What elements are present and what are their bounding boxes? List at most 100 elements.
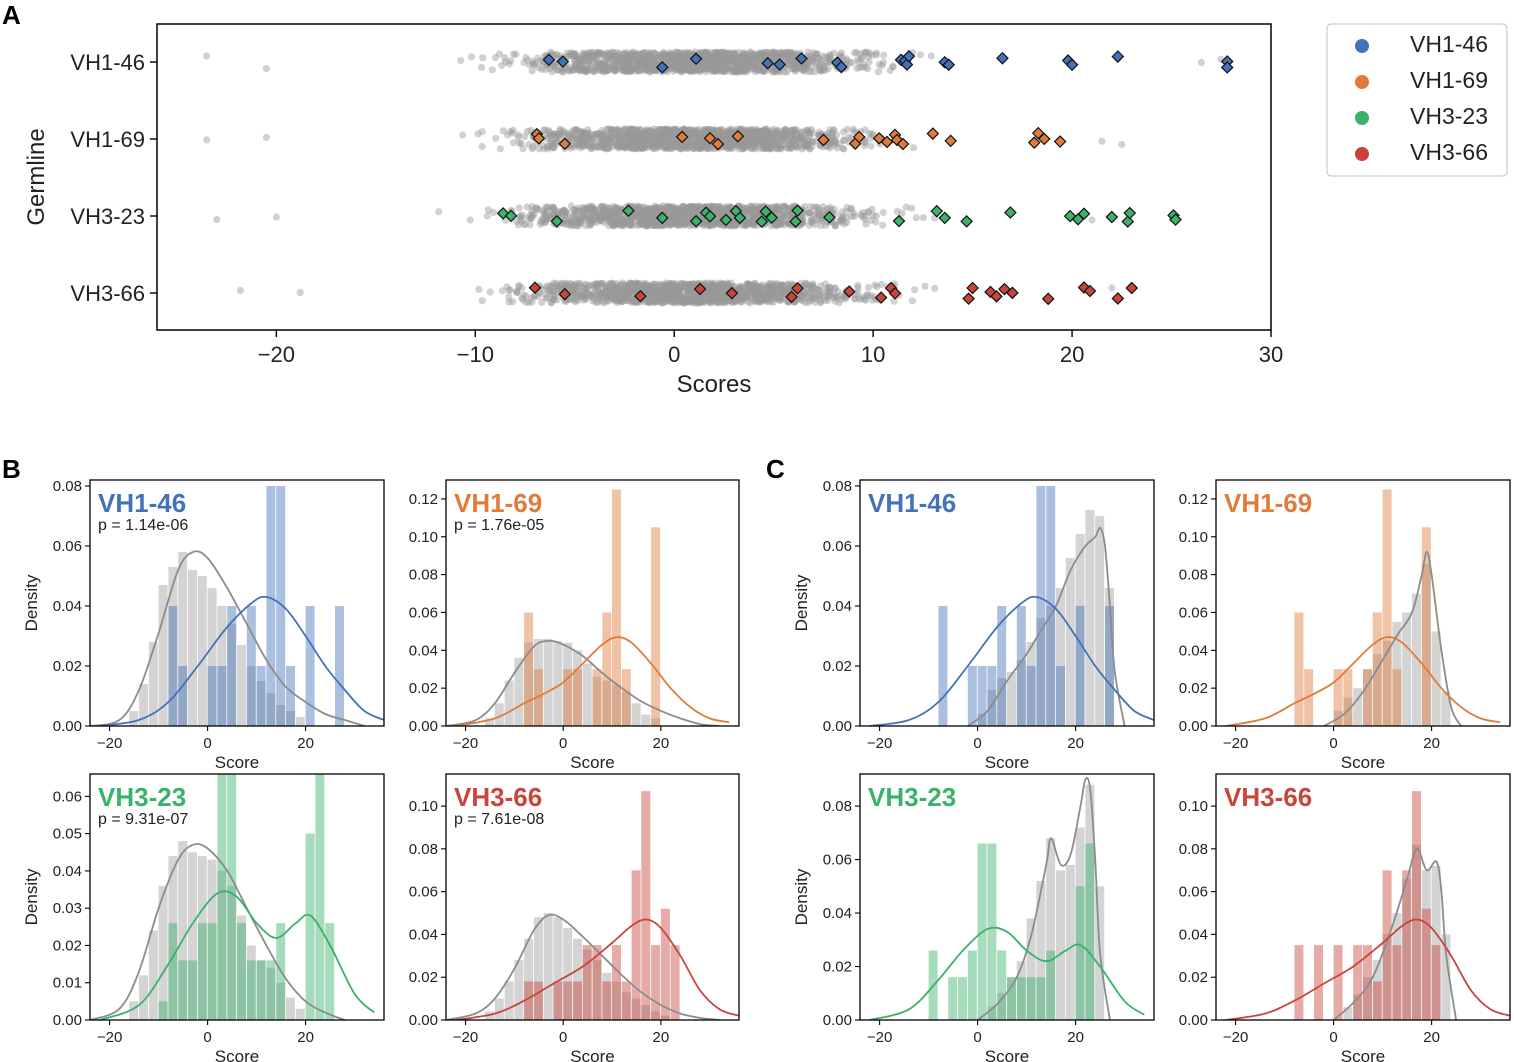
background-point: [478, 128, 486, 136]
background-point: [613, 57, 621, 65]
background-point: [620, 66, 628, 74]
background-point: [748, 61, 756, 69]
background-points-vh3-66: [236, 279, 1136, 307]
background-point: [739, 53, 748, 61]
background-point: [619, 50, 628, 58]
background-point: [707, 56, 715, 64]
background-point: [754, 66, 763, 74]
background-point: [613, 56, 622, 64]
background-point: [492, 134, 500, 142]
background-point: [746, 50, 754, 58]
background-point: [830, 49, 838, 57]
background-point: [541, 294, 550, 302]
background-point: [643, 58, 651, 66]
background-point: [636, 57, 644, 65]
background-point: [681, 64, 689, 73]
background-point: [716, 58, 724, 66]
background-point: [611, 67, 619, 75]
panel-label-c: C: [766, 454, 785, 484]
background-point: [1098, 137, 1106, 145]
background-point: [612, 219, 620, 227]
background-point: [861, 63, 869, 71]
background-point: [675, 218, 683, 226]
background-point: [775, 52, 784, 60]
background-point: [788, 54, 796, 63]
background-point: [534, 54, 542, 62]
background-point: [667, 64, 675, 72]
background-point: [521, 133, 529, 141]
background-point: [611, 60, 619, 68]
background-point: [708, 53, 716, 62]
background-point: [646, 58, 655, 66]
background-point: [709, 64, 717, 72]
background-point: [669, 59, 677, 68]
background-point: [568, 51, 576, 59]
background-point: [595, 57, 603, 66]
background-point: [701, 49, 709, 57]
background-point: [518, 284, 526, 292]
background-point: [716, 50, 724, 58]
background-point: [657, 53, 665, 61]
background-point: [783, 68, 791, 76]
background-point: [715, 65, 723, 73]
background-point: [665, 49, 673, 57]
background-point: [571, 63, 579, 71]
background-point: [723, 56, 732, 64]
background-point: [624, 220, 633, 228]
background-point: [563, 49, 571, 57]
background-point: [753, 54, 761, 62]
background-point: [825, 54, 834, 62]
background-point: [583, 130, 592, 138]
background-point: [797, 133, 805, 141]
background-point: [542, 66, 550, 74]
background-point: [736, 52, 744, 60]
background-point: [861, 48, 869, 56]
background-point: [627, 65, 635, 73]
background-point: [467, 53, 476, 61]
background-point: [734, 59, 742, 67]
background-point: [575, 66, 584, 74]
background-point: [804, 48, 812, 56]
background-point: [641, 56, 650, 64]
background-point: [680, 65, 688, 73]
background-point: [774, 52, 782, 60]
background-point: [603, 137, 612, 145]
background-point: [612, 62, 621, 70]
background-point: [632, 61, 641, 69]
background-point: [751, 65, 759, 73]
background-point: [650, 54, 659, 62]
background-point: [865, 130, 874, 138]
background-point: [580, 51, 588, 59]
background-point: [788, 133, 796, 141]
background-point: [674, 205, 682, 213]
background-point: [632, 65, 641, 73]
background-point: [831, 222, 839, 230]
background-point: [625, 58, 633, 66]
background-point: [635, 67, 643, 75]
background-point: [771, 67, 779, 75]
background-point: [678, 67, 686, 76]
background-point: [676, 53, 684, 62]
background-point: [677, 61, 685, 69]
background-point: [710, 66, 718, 75]
background-point: [655, 53, 663, 62]
background-point: [721, 66, 730, 74]
background-point: [705, 61, 713, 69]
background-point: [817, 67, 825, 75]
background-point: [642, 55, 650, 63]
background-point: [547, 139, 555, 147]
background-point: [529, 143, 537, 151]
background-point: [706, 64, 715, 72]
background-point: [484, 206, 492, 214]
background-point: [684, 58, 692, 66]
background-point: [644, 65, 652, 73]
background-point: [597, 51, 606, 59]
background-point: [580, 56, 588, 65]
background-point: [606, 50, 614, 58]
background-point: [685, 140, 693, 148]
background-point: [535, 64, 543, 72]
background-point: [813, 50, 821, 58]
background-point: [509, 50, 518, 58]
background-point: [742, 52, 750, 61]
